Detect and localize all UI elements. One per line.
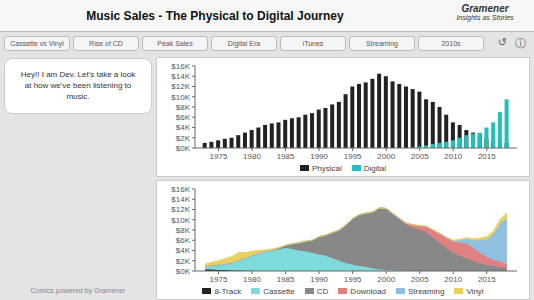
svg-text:2010: 2010 bbox=[444, 152, 462, 161]
html-text:Cassette vs Vinyl: Cassette vs Vinyl bbox=[10, 39, 64, 47]
svg-text:1985: 1985 bbox=[277, 275, 295, 284]
html-text:Comics powered by Gramener: Comics powered by Gramener bbox=[30, 287, 126, 294]
html-text:Hey!! I am Dev. Let's take a l: Hey!! I am Dev. Let's take a look at how… bbox=[20, 70, 136, 102]
svg-text:1995: 1995 bbox=[344, 275, 362, 284]
svg-text:2010: 2010 bbox=[444, 275, 462, 284]
svg-text:$0K: $0K bbox=[176, 144, 191, 153]
svg-text:2000: 2000 bbox=[377, 152, 395, 161]
html-text:iTunes: iTunes bbox=[302, 39, 324, 47]
html-text:8-Track: 8-Track bbox=[214, 286, 242, 296]
html-text:Download: Download bbox=[350, 286, 386, 296]
html-text:Cassette: Cassette bbox=[263, 286, 295, 296]
html-text:Digital Era: Digital Era bbox=[227, 39, 261, 47]
html-text:Streaming: Streaming bbox=[366, 39, 398, 47]
svg-text:$12K: $12K bbox=[171, 82, 190, 91]
svg-text:1980: 1980 bbox=[243, 152, 261, 161]
svg-text:1990: 1990 bbox=[310, 152, 328, 161]
svg-text:1975: 1975 bbox=[210, 152, 228, 161]
html-text:Music Sales - The Physical to: Music Sales - The Physical to Digital Jo… bbox=[86, 9, 344, 23]
svg-text:2005: 2005 bbox=[411, 275, 429, 284]
html-text:Rise of CD: Rise of CD bbox=[89, 39, 123, 47]
svg-text:$4K: $4K bbox=[176, 123, 191, 132]
svg-text:1975: 1975 bbox=[210, 275, 228, 284]
svg-text:1995: 1995 bbox=[344, 152, 362, 161]
svg-text:1990: 1990 bbox=[310, 275, 328, 284]
svg-text:$0K: $0K bbox=[176, 267, 191, 276]
html-text:Gramener: Gramener bbox=[461, 3, 509, 14]
html-text:Insights as Stories: Insights as Stories bbox=[456, 14, 514, 21]
html-text:Streaming: Streaming bbox=[407, 286, 445, 296]
svg-text:$6K: $6K bbox=[176, 113, 191, 122]
svg-text:$2K: $2K bbox=[176, 134, 191, 143]
svg-text:$16K: $16K bbox=[171, 62, 190, 71]
svg-text:$10K: $10K bbox=[171, 93, 190, 102]
html-text:2010s: 2010s bbox=[441, 39, 461, 47]
svg-text:$14K: $14K bbox=[171, 72, 190, 81]
html-text:Peak Sales: Peak Sales bbox=[157, 39, 193, 47]
svg-text:$10K: $10K bbox=[171, 216, 190, 225]
svg-text:$4K: $4K bbox=[176, 246, 191, 255]
svg-text:1980: 1980 bbox=[243, 275, 261, 284]
html-text:CD: CD bbox=[316, 286, 329, 296]
svg-text:$16K: $16K bbox=[171, 185, 190, 194]
html-text:Digital: Digital bbox=[363, 163, 386, 173]
svg-text:$8K: $8K bbox=[176, 103, 191, 112]
svg-text:1985: 1985 bbox=[277, 152, 295, 161]
html-text:Physical: Physical bbox=[312, 163, 342, 173]
svg-text:$14K: $14K bbox=[171, 195, 190, 204]
svg-text:2015: 2015 bbox=[478, 152, 496, 161]
svg-text:$2K: $2K bbox=[176, 257, 191, 266]
svg-text:$6K: $6K bbox=[176, 236, 191, 245]
svg-text:2000: 2000 bbox=[377, 275, 395, 284]
svg-text:2005: 2005 bbox=[411, 152, 429, 161]
svg-text:2015: 2015 bbox=[478, 275, 496, 284]
html-text:Vinyl: Vinyl bbox=[466, 286, 484, 296]
svg-text:$12K: $12K bbox=[171, 205, 190, 214]
svg-text:$8K: $8K bbox=[176, 226, 191, 235]
